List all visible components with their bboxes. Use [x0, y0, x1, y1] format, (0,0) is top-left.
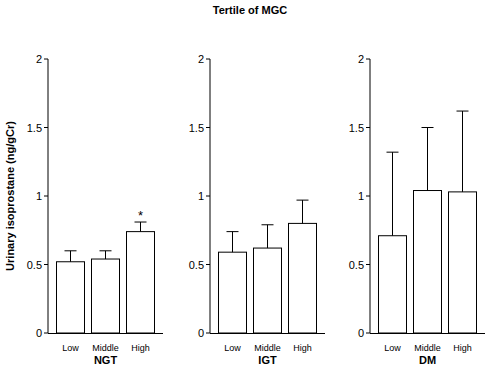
y-tick-label: 0.5: [27, 259, 42, 271]
error-cap: [422, 127, 434, 128]
y-tick: [44, 196, 48, 197]
panel: 0 0.5 1 1.5 2 Low Middle High IGT: [189, 53, 325, 366]
bar: [219, 252, 247, 333]
bar: [414, 191, 442, 333]
bar: [289, 223, 317, 333]
y-tick-label: 1: [198, 190, 204, 202]
error-cap: [457, 111, 469, 112]
x-tick-label: Low: [384, 343, 401, 353]
y-tick: [366, 59, 370, 60]
y-tick: [206, 196, 210, 197]
error-stem: [105, 251, 106, 259]
error-stem: [70, 251, 71, 262]
error-bar: [100, 251, 112, 259]
y-tick: [206, 264, 210, 265]
y-tick-label: 1: [36, 190, 42, 202]
bar: [449, 192, 477, 333]
y-tick-label: 1.5: [27, 122, 42, 134]
x-tick-label: Middle: [414, 343, 441, 353]
error-cap: [227, 231, 239, 232]
x-axis-label: NGT: [94, 354, 118, 366]
bar: [379, 236, 407, 333]
error-stem: [302, 200, 303, 223]
x-tick-label: Middle: [254, 343, 281, 353]
error-stem: [427, 128, 428, 191]
error-cap: [297, 200, 309, 201]
error-bar: [457, 111, 469, 192]
chart: Tertile of MGC 0 0.5 1 1.5 2 Urinary isoprosta…: [0, 0, 500, 369]
error-bar: [227, 232, 239, 253]
y-tick: [44, 333, 48, 334]
bar: [92, 259, 120, 333]
annotation: *: [138, 208, 143, 223]
x-tick-label: Low: [62, 343, 79, 353]
x-tick-label: Low: [224, 343, 241, 353]
bar: [127, 232, 155, 333]
y-axis-label: Urinary isoprostane (ng/gCr): [4, 121, 16, 271]
error-cap: [262, 224, 274, 225]
y-tick-label: 0.5: [189, 259, 204, 271]
error-stem: [267, 225, 268, 248]
y-tick: [44, 264, 48, 265]
y-tick-label: 1.5: [189, 122, 204, 134]
x-axis-label: DM: [419, 354, 436, 366]
y-tick: [44, 59, 48, 60]
error-cap: [100, 250, 112, 251]
y-tick: [366, 264, 370, 265]
error-cap: [387, 152, 399, 153]
y-tick: [206, 333, 210, 334]
y-tick: [366, 333, 370, 334]
error-bar: [297, 200, 309, 223]
marks: [57, 222, 155, 333]
x-tick-label: High: [293, 343, 312, 353]
y-tick-label: 0.5: [349, 259, 364, 271]
y-tick: [206, 127, 210, 128]
y-tick-label: 0: [358, 327, 364, 339]
bar: [254, 248, 282, 333]
x-tick-label: High: [131, 343, 150, 353]
x-axis: [210, 333, 325, 334]
error-stem: [140, 222, 141, 232]
x-axis-label: IGT: [258, 354, 277, 366]
y-tick-label: 1: [358, 190, 364, 202]
y-tick: [44, 127, 48, 128]
y-tick: [206, 59, 210, 60]
x-axis: [370, 333, 485, 334]
y-tick-label: 1.5: [349, 122, 364, 134]
y-tick-label: 0: [198, 327, 204, 339]
error-stem: [392, 152, 393, 236]
x-tick-label: High: [453, 343, 472, 353]
error-bar: [387, 152, 399, 236]
y-tick-label: 2: [358, 53, 364, 65]
x-axis: [48, 333, 163, 334]
error-bar: [65, 251, 77, 262]
x-tick-label: Middle: [92, 343, 119, 353]
error-stem: [232, 232, 233, 253]
error-bar: [135, 222, 147, 232]
error-cap: [65, 250, 77, 251]
error-bar: [262, 225, 274, 248]
title: Tertile of MGC: [213, 4, 287, 16]
bar: [57, 262, 85, 333]
y-tick-label: 0: [36, 327, 42, 339]
y-tick-label: 2: [198, 53, 204, 65]
error-bar: [422, 128, 434, 191]
y-tick: [366, 127, 370, 128]
panel: 0 0.5 1 1.5 2 Low Middle High DM: [349, 53, 485, 366]
error-stem: [462, 111, 463, 192]
panel: 0 0.5 1 1.5 2 Urinary isoprostane (ng/gCr) Low…: [4, 53, 163, 366]
y-tick: [366, 196, 370, 197]
marks: [219, 200, 317, 333]
y-tick-label: 2: [36, 53, 42, 65]
marks: [379, 111, 477, 333]
